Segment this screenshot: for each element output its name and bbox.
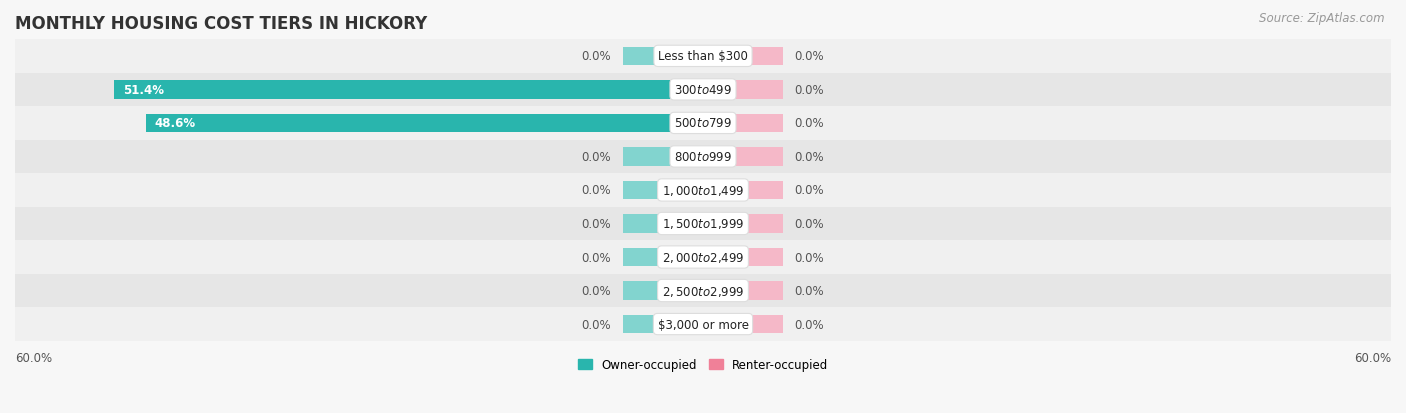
Bar [15,274,1391,308]
Text: 48.6%: 48.6% [155,117,195,130]
Bar [15,308,1391,341]
Text: 0.0%: 0.0% [582,218,612,230]
Bar [703,47,783,66]
Bar [146,114,703,133]
Text: 0.0%: 0.0% [794,218,824,230]
Text: 0.0%: 0.0% [794,284,824,297]
Bar [623,47,703,66]
Bar [703,248,783,266]
Bar [623,315,703,333]
Bar [114,81,703,100]
Bar [623,282,703,300]
Text: 51.4%: 51.4% [122,84,163,97]
Text: 0.0%: 0.0% [582,284,612,297]
Text: 0.0%: 0.0% [582,184,612,197]
Bar [703,148,783,166]
Bar [703,315,783,333]
Bar [623,181,703,200]
Text: $1,500 to $1,999: $1,500 to $1,999 [662,217,744,231]
Bar [703,181,783,200]
Text: 0.0%: 0.0% [582,251,612,264]
Text: Less than $300: Less than $300 [658,50,748,63]
Bar [703,282,783,300]
Bar [15,107,1391,140]
Text: 0.0%: 0.0% [582,151,612,164]
Text: $1,000 to $1,499: $1,000 to $1,499 [662,183,744,197]
Text: $2,000 to $2,499: $2,000 to $2,499 [662,250,744,264]
Text: $3,000 or more: $3,000 or more [658,318,748,331]
Bar [703,114,783,133]
Bar [623,148,703,166]
Bar [15,74,1391,107]
Text: Source: ZipAtlas.com: Source: ZipAtlas.com [1260,12,1385,25]
Text: 0.0%: 0.0% [794,151,824,164]
Legend: Owner-occupied, Renter-occupied: Owner-occupied, Renter-occupied [578,358,828,371]
Text: 0.0%: 0.0% [794,318,824,331]
Text: 0.0%: 0.0% [794,184,824,197]
Bar [623,215,703,233]
Text: $500 to $799: $500 to $799 [673,117,733,130]
Bar [703,81,783,100]
Text: 0.0%: 0.0% [794,84,824,97]
Bar [15,174,1391,207]
Text: 0.0%: 0.0% [582,318,612,331]
Text: $2,500 to $2,999: $2,500 to $2,999 [662,284,744,298]
Text: MONTHLY HOUSING COST TIERS IN HICKORY: MONTHLY HOUSING COST TIERS IN HICKORY [15,15,427,33]
Bar [15,207,1391,241]
Text: 60.0%: 60.0% [15,351,52,364]
Bar [703,215,783,233]
Bar [15,40,1391,74]
Text: 0.0%: 0.0% [794,117,824,130]
Text: $800 to $999: $800 to $999 [673,151,733,164]
Bar [15,241,1391,274]
Text: 0.0%: 0.0% [794,251,824,264]
Text: 60.0%: 60.0% [1354,351,1391,364]
Text: 0.0%: 0.0% [582,50,612,63]
Text: $300 to $499: $300 to $499 [673,84,733,97]
Text: 0.0%: 0.0% [794,50,824,63]
Bar [15,140,1391,174]
Bar [623,248,703,266]
